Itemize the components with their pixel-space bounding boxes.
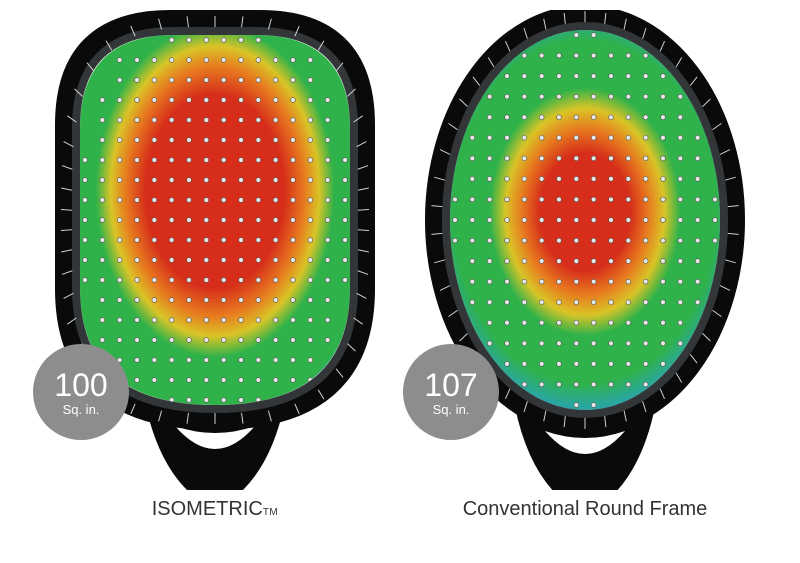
conventional-size-badge: 107 Sq. in. [403, 344, 499, 440]
conventional-caption-text: Conventional Round Frame [463, 498, 708, 520]
isometric-badge-unit: Sq. in. [63, 403, 100, 416]
conventional-badge-unit: Sq. in. [433, 403, 470, 416]
conventional-racket-column: 107 Sq. in. Conventional Round Frame [415, 10, 755, 521]
isometric-size-badge: 100 Sq. in. [33, 344, 129, 440]
isometric-racket-wrap: 100 Sq. in. [45, 10, 385, 490]
isometric-caption: ISOMETRICTM [152, 498, 279, 521]
conventional-caption: Conventional Round Frame [463, 498, 708, 521]
isometric-badge-number: 100 [54, 369, 107, 401]
isometric-caption-tm: TM [263, 507, 278, 518]
conventional-racket-wrap: 107 Sq. in. [415, 10, 755, 490]
conventional-badge-number: 107 [424, 369, 477, 401]
isometric-racket-column: 100 Sq. in. ISOMETRICTM [45, 10, 385, 521]
isometric-caption-text: ISOMETRIC [152, 498, 263, 520]
